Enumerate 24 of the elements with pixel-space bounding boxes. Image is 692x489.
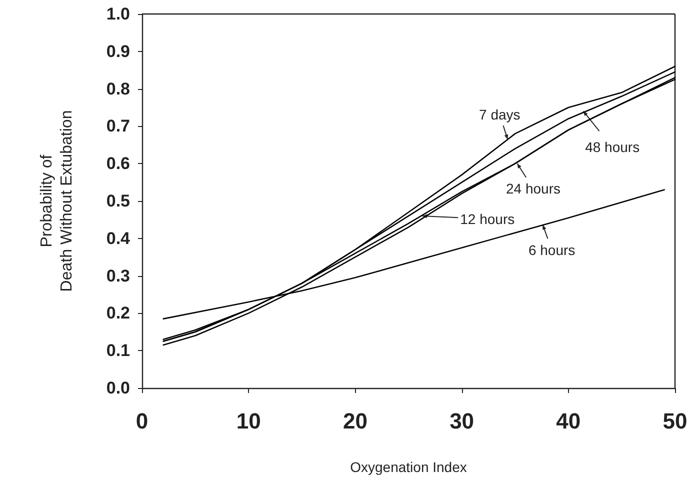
y-tick-label: 0.1 xyxy=(106,341,130,360)
annotation: 7 days xyxy=(479,106,520,122)
annotation: 48 hours xyxy=(585,139,640,156)
y-tick-label: 0.8 xyxy=(106,79,130,98)
y-tick-label: 0.3 xyxy=(106,266,130,286)
y-tick-label: 0.2 xyxy=(106,304,130,323)
y-tick-label: 0.5 xyxy=(106,192,130,210)
x-tick-label: 10 xyxy=(236,408,261,434)
y-tick-label: 1.0 xyxy=(106,4,130,24)
y-axis-title: Probability of Death Without Extubation xyxy=(38,110,76,292)
y-tick-label: 0.0 xyxy=(106,378,130,398)
x-tick-label: 20 xyxy=(342,408,368,434)
y-tick-label: 0.4 xyxy=(106,228,131,248)
annotation: 12 hours xyxy=(460,210,515,227)
x-tick-label: 30 xyxy=(450,408,474,434)
x-tick-label: 40 xyxy=(556,408,581,434)
x-tick-label: 0 xyxy=(136,408,148,434)
y-tick-label: 0.7 xyxy=(106,116,130,136)
y-tick-label: 0.9 xyxy=(106,42,130,61)
annotation: 6 hours xyxy=(528,242,576,258)
x-axis-title: Oxygenation Index xyxy=(350,459,467,475)
annotation: 24 hours xyxy=(506,180,560,197)
x-tick-label: 50 xyxy=(662,408,688,434)
y-tick-label: 0.6 xyxy=(106,154,130,174)
